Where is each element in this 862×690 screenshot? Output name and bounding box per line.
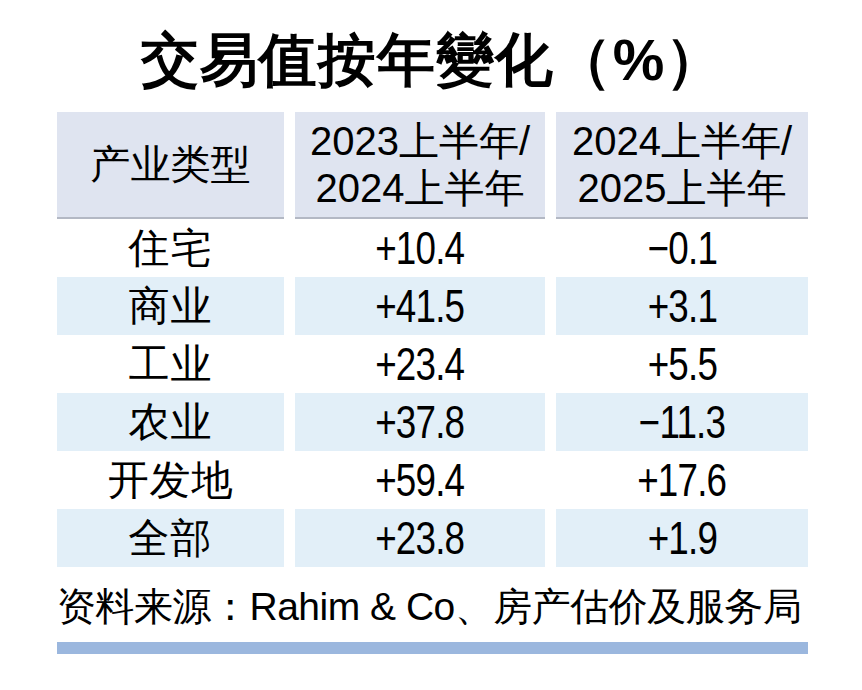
row-label: 住宅 xyxy=(129,221,213,276)
cell-value: +3.1 xyxy=(647,279,716,333)
cell-value: +23.8 xyxy=(375,511,464,565)
table-row-total-type: 全部 xyxy=(57,509,284,567)
table-row-residential-type: 住宅 xyxy=(57,219,284,277)
table-row-development-land-yoy-2023-2024: +59.4 xyxy=(295,451,545,509)
accent-bar xyxy=(57,642,808,654)
table-row-industrial-yoy-2024-2025: +5.5 xyxy=(556,335,808,393)
column-header-2024h1-2025h1: 2024上半年/ 2025上半年 xyxy=(556,112,808,219)
column-header-label: 产业类型 xyxy=(91,141,251,188)
source-note: 资料来源：Rahim & Co、房产估价及服务局 xyxy=(57,580,817,634)
column-header-line1: 2024上半年/ xyxy=(572,118,792,165)
property-transaction-infographic: 交易值按年變化（%） 产业类型 2023上半年/ 2024上半年 2024上半年… xyxy=(0,0,862,690)
table-row-industrial-type: 工业 xyxy=(57,335,284,393)
table-row-total-yoy-2023-2024: +23.8 xyxy=(295,509,545,567)
table-row-agricultural-yoy-2024-2025: −11.3 xyxy=(556,393,808,451)
cell-value: −11.3 xyxy=(639,395,725,449)
table-row-total-yoy-2024-2025: +1.9 xyxy=(556,509,808,567)
table-row-commercial-yoy-2023-2024: +41.5 xyxy=(295,277,545,335)
table-row-agricultural-yoy-2023-2024: +37.8 xyxy=(295,393,545,451)
row-label: 开发地 xyxy=(108,453,234,508)
table-row-industrial-yoy-2023-2024: +23.4 xyxy=(295,335,545,393)
cell-value: +37.8 xyxy=(375,395,464,449)
row-label: 全部 xyxy=(129,511,213,566)
cell-value: +23.4 xyxy=(375,337,464,391)
row-label: 商业 xyxy=(129,279,213,334)
column-header-2023h1-2024h1: 2023上半年/ 2024上半年 xyxy=(295,112,545,219)
column-header-line2: 2024上半年 xyxy=(316,165,525,212)
cell-value: +10.4 xyxy=(375,221,464,275)
table-row-agricultural-type: 农业 xyxy=(57,393,284,451)
row-label: 农业 xyxy=(129,395,213,450)
cell-value: +41.5 xyxy=(375,279,464,333)
cell-value: +59.4 xyxy=(375,453,464,507)
column-header-line2: 2025上半年 xyxy=(578,165,787,212)
cell-value: −0.1 xyxy=(647,221,716,275)
cell-value: +17.6 xyxy=(637,453,726,507)
chart-title: 交易值按年變化（%） xyxy=(57,22,808,100)
column-header-line1: 2023上半年/ xyxy=(310,118,530,165)
data-table: 产业类型 2023上半年/ 2024上半年 2024上半年/ 2025上半年 住… xyxy=(57,112,808,567)
row-label: 工业 xyxy=(129,337,213,392)
table-row-residential-yoy-2024-2025: −0.1 xyxy=(556,219,808,277)
table-row-residential-yoy-2023-2024: +10.4 xyxy=(295,219,545,277)
table-row-commercial-yoy-2024-2025: +3.1 xyxy=(556,277,808,335)
table-row-development-land-type: 开发地 xyxy=(57,451,284,509)
cell-value: +1.9 xyxy=(647,511,716,565)
cell-value: +5.5 xyxy=(647,337,716,391)
table-row-commercial-type: 商业 xyxy=(57,277,284,335)
table-row-development-land-yoy-2024-2025: +17.6 xyxy=(556,451,808,509)
column-header-property-type: 产业类型 xyxy=(57,112,284,219)
